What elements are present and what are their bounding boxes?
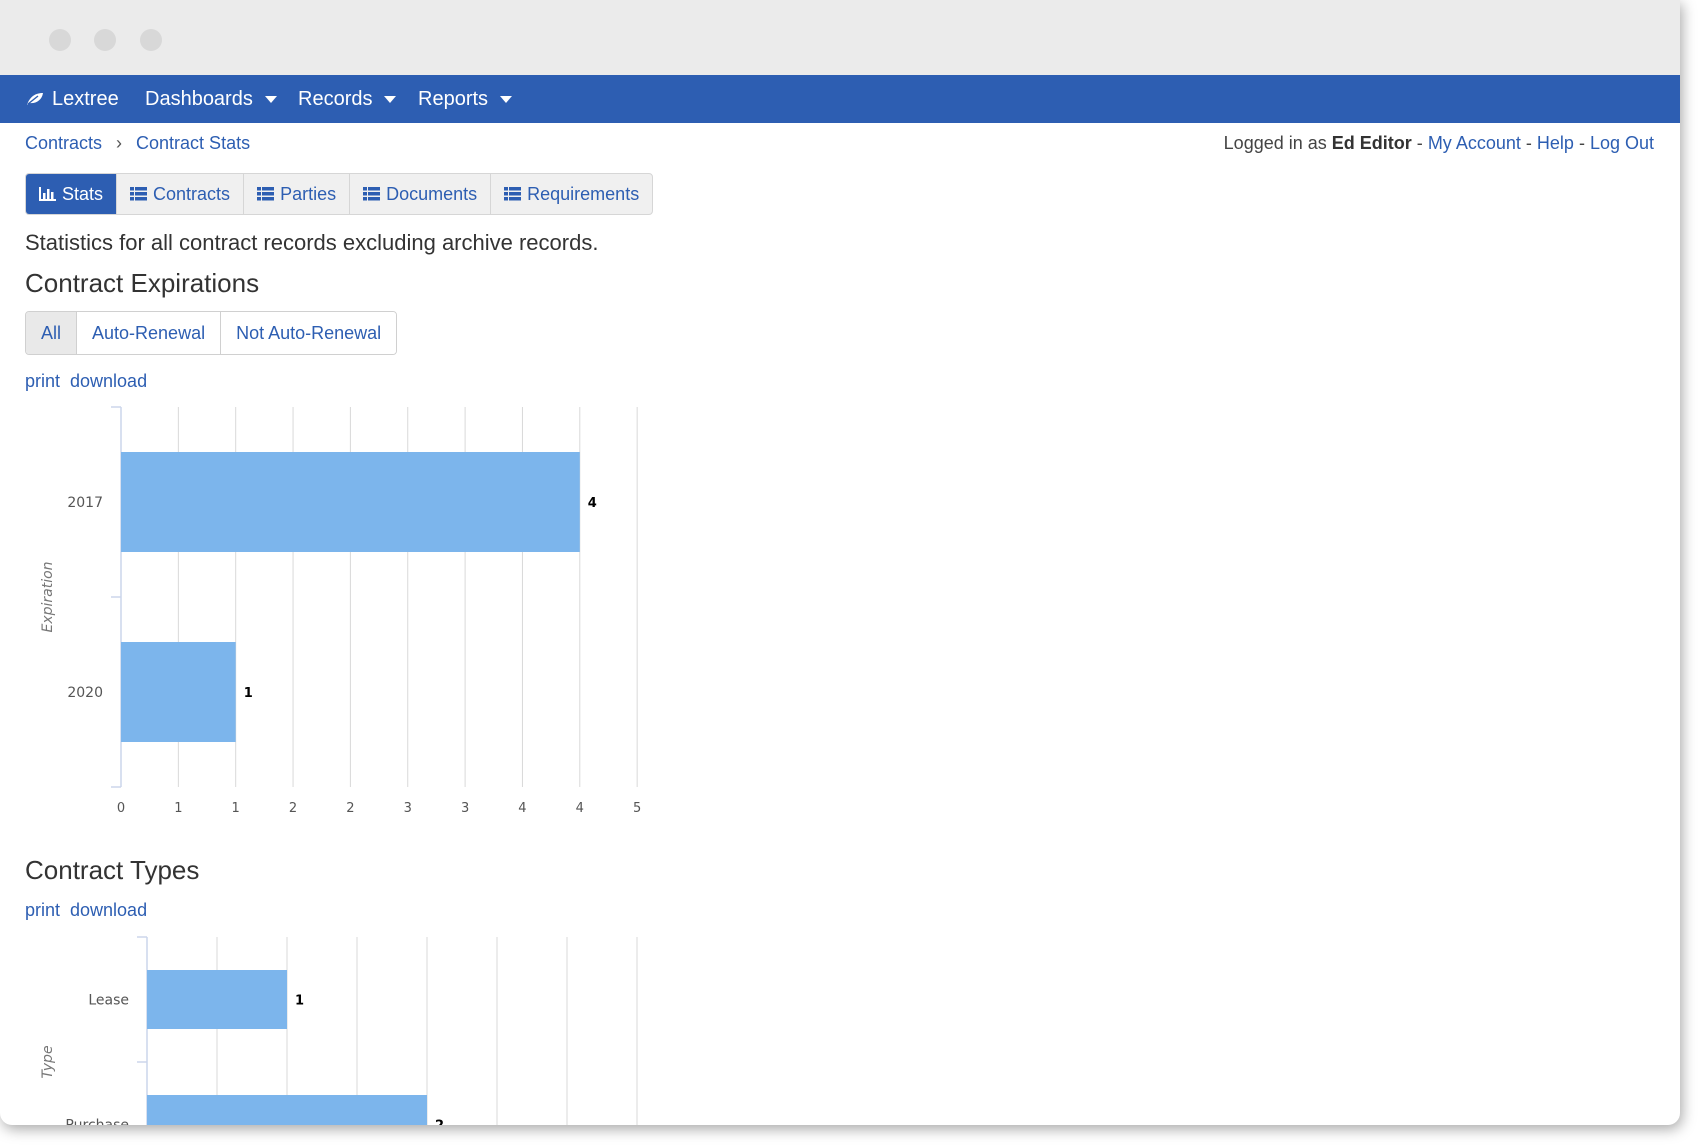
user-bar: Logged in as Ed Editor - My Account - He…: [1224, 133, 1654, 154]
logged-in-label: Logged in as: [1223, 133, 1327, 153]
download-link[interactable]: download: [70, 900, 148, 920]
brand-link[interactable]: Lextree: [26, 75, 119, 123]
caret-down-icon: [500, 95, 513, 103]
y-axis-title: Type: [40, 1045, 56, 1078]
stats-description: Statistics for all contract records excl…: [25, 230, 599, 255]
nav-dashboards[interactable]: Dashboards: [145, 75, 277, 123]
x-tick-label: 3: [461, 801, 469, 816]
x-tick-label: 2: [346, 801, 354, 816]
breadcrumb-contracts[interactable]: Contracts: [25, 133, 103, 153]
filter-not-auto-renewal[interactable]: Not Auto-Renewal: [221, 312, 397, 354]
list-icon: [130, 187, 148, 201]
tab-requirements[interactable]: Requirements: [491, 174, 652, 214]
browser-window: Lextree Dashboards Records Reports Contr…: [0, 0, 1680, 1125]
category-label: 2017: [67, 495, 103, 511]
x-tick-label: 5: [633, 801, 641, 816]
tab-documents-label: Documents: [386, 184, 478, 204]
caret-down-icon: [384, 95, 397, 103]
download-link[interactable]: download: [70, 371, 148, 391]
nav-records-label: Records: [298, 88, 373, 110]
x-tick-label: 4: [576, 801, 584, 816]
x-tick-label: 4: [518, 801, 526, 816]
expirations-title: Contract Expirations: [25, 268, 260, 298]
expirations-actions: print download: [25, 371, 147, 392]
x-tick-label: 0: [117, 801, 125, 816]
bar: [147, 1095, 427, 1125]
window-maximize-button[interactable]: [140, 29, 162, 51]
data-label: 1: [295, 994, 304, 1009]
nav-reports-label: Reports: [418, 88, 489, 110]
types-actions: print download: [25, 900, 147, 921]
tab-stats[interactable]: Stats: [26, 174, 118, 214]
category-label: Lease: [88, 993, 129, 1009]
tab-contracts[interactable]: Contracts: [117, 174, 245, 214]
user-name: Ed Editor: [1331, 133, 1412, 153]
leaf-icon: [27, 93, 43, 105]
separator: -: [1416, 133, 1423, 153]
window-close-button[interactable]: [49, 29, 71, 51]
x-tick-label: 2: [289, 801, 297, 816]
nav-reports[interactable]: Reports: [418, 75, 513, 123]
bar-chart-icon: [39, 187, 56, 201]
expiration-filters: All Auto-Renewal Not Auto-Renewal: [25, 311, 398, 355]
data-label: 2: [435, 1119, 444, 1126]
filter-all[interactable]: All: [26, 312, 78, 354]
breadcrumb-contract-stats[interactable]: Contract Stats: [136, 133, 251, 153]
filter-auto-renewal[interactable]: Auto-Renewal: [77, 312, 222, 354]
tab-parties-label: Parties: [280, 184, 337, 204]
tab-requirements-label: Requirements: [527, 184, 640, 204]
list-icon: [363, 187, 381, 201]
help-link[interactable]: Help: [1536, 133, 1574, 153]
top-navbar: Lextree Dashboards Records Reports: [0, 75, 1680, 123]
nav-records[interactable]: Records: [298, 75, 397, 123]
bar: [121, 642, 236, 742]
breadcrumb: Contracts › Contract Stats: [25, 133, 250, 154]
stats-tabs: Stats Contracts Parties Docum: [25, 173, 654, 215]
separator: -: [1525, 133, 1532, 153]
types-chart: 1 Lease 2 Purchase Type: [40, 936, 638, 1126]
category-label: Purchase: [65, 1118, 129, 1126]
tab-contracts-label: Contracts: [153, 184, 231, 204]
bar: [147, 970, 287, 1029]
category-label: 2020: [67, 685, 103, 701]
tab-parties[interactable]: Parties: [244, 174, 351, 214]
tab-documents[interactable]: Documents: [350, 174, 492, 214]
x-tick-label: 1: [174, 801, 182, 816]
brand-label: Lextree: [52, 88, 119, 110]
data-label: 4: [588, 496, 597, 511]
my-account-link[interactable]: My Account: [1427, 133, 1521, 153]
print-link[interactable]: print: [25, 371, 61, 391]
types-title: Contract Types: [25, 855, 200, 885]
separator: -: [1578, 133, 1585, 153]
data-label: 1: [244, 686, 253, 701]
y-axis-title: Expiration: [40, 561, 56, 632]
chevron-right-icon: ›: [116, 133, 123, 153]
list-icon: [257, 187, 275, 201]
print-link[interactable]: print: [25, 900, 61, 920]
log-out-link[interactable]: Log Out: [1589, 133, 1654, 153]
nav-dashboards-label: Dashboards: [145, 88, 253, 110]
window-titlebar: [0, 0, 1680, 75]
list-icon: [504, 187, 522, 201]
x-tick-label: 3: [404, 801, 412, 816]
bar: [121, 452, 580, 552]
expirations-chart: 4 2017 1 2020 Expiration 0 1 1 2 2 3 3 4 4 5: [40, 406, 641, 816]
x-tick-label: 1: [232, 801, 240, 816]
window-minimize-button[interactable]: [94, 29, 116, 51]
tab-stats-label: Stats: [62, 184, 104, 204]
caret-down-icon: [264, 95, 277, 103]
